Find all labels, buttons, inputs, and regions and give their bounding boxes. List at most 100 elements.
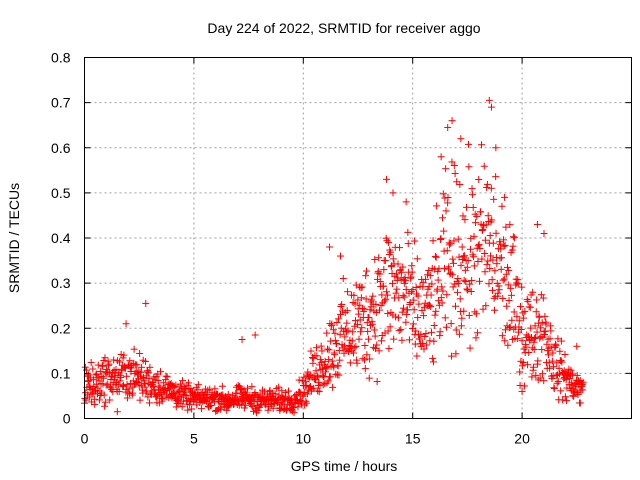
data-point bbox=[526, 303, 534, 311]
data-point bbox=[552, 371, 560, 379]
data-point bbox=[385, 238, 393, 246]
data-point bbox=[395, 294, 403, 302]
data-point bbox=[390, 335, 398, 343]
data-point bbox=[518, 387, 526, 395]
data-point bbox=[505, 297, 513, 305]
data-point bbox=[91, 400, 99, 408]
data-point bbox=[483, 180, 491, 188]
data-point bbox=[429, 354, 437, 362]
data-point bbox=[404, 240, 412, 248]
data-point bbox=[557, 357, 565, 365]
data-point bbox=[313, 352, 321, 360]
data-point bbox=[334, 362, 342, 370]
data-point bbox=[335, 347, 343, 355]
data-point bbox=[312, 367, 320, 375]
data-point bbox=[172, 403, 180, 411]
data-point bbox=[518, 283, 526, 291]
data-point bbox=[170, 389, 178, 397]
data-point bbox=[467, 287, 475, 295]
data-point bbox=[142, 299, 150, 307]
data-point bbox=[399, 263, 407, 271]
data-point bbox=[563, 397, 571, 405]
data-point bbox=[102, 381, 110, 389]
data-point bbox=[513, 279, 521, 287]
data-point bbox=[552, 341, 560, 349]
data-point bbox=[457, 261, 465, 269]
data-point bbox=[411, 237, 419, 245]
data-point bbox=[501, 337, 509, 345]
data-point bbox=[384, 327, 392, 335]
x-tick-label: 20 bbox=[514, 431, 530, 447]
data-point bbox=[341, 333, 349, 341]
data-point bbox=[434, 276, 442, 284]
data-point bbox=[508, 316, 516, 324]
data-point bbox=[394, 260, 402, 268]
data-point bbox=[503, 302, 511, 310]
data-point bbox=[452, 326, 460, 334]
data-point bbox=[541, 331, 549, 339]
data-point bbox=[477, 208, 485, 216]
data-point bbox=[84, 377, 92, 385]
data-point bbox=[315, 378, 323, 386]
data-point bbox=[485, 280, 493, 288]
data-point bbox=[144, 393, 152, 401]
data-point bbox=[489, 256, 497, 264]
data-point bbox=[335, 315, 343, 323]
data-point bbox=[348, 337, 356, 345]
data-point bbox=[436, 328, 444, 336]
data-point bbox=[362, 295, 370, 303]
data-point bbox=[317, 366, 325, 374]
data-point bbox=[365, 374, 373, 382]
axis-ticks bbox=[84, 57, 632, 419]
data-point bbox=[402, 198, 410, 206]
data-point bbox=[432, 307, 440, 315]
data-point bbox=[335, 371, 343, 379]
data-point bbox=[364, 335, 372, 343]
data-point bbox=[322, 364, 330, 372]
data-point bbox=[336, 252, 344, 260]
y-tick-label: 0.4 bbox=[51, 230, 71, 246]
data-point bbox=[395, 327, 403, 335]
data-point bbox=[381, 297, 389, 305]
data-point bbox=[542, 320, 550, 328]
data-point bbox=[184, 406, 192, 414]
data-point bbox=[538, 346, 546, 354]
data-point bbox=[302, 381, 310, 389]
data-point bbox=[133, 361, 141, 369]
data-point bbox=[318, 347, 326, 355]
data-point bbox=[137, 381, 145, 389]
data-point bbox=[98, 372, 106, 380]
data-point bbox=[498, 332, 506, 340]
data-point bbox=[574, 391, 582, 399]
data-point bbox=[99, 374, 107, 382]
data-point bbox=[429, 358, 437, 366]
data-point bbox=[476, 277, 484, 285]
data-point bbox=[556, 347, 564, 355]
data-point bbox=[458, 243, 466, 251]
data-point bbox=[101, 354, 109, 362]
data-point bbox=[362, 267, 370, 275]
data-point bbox=[547, 327, 555, 335]
data-point bbox=[170, 383, 178, 391]
data-point bbox=[445, 263, 453, 271]
data-point bbox=[464, 140, 472, 148]
data-point bbox=[505, 324, 513, 332]
data-point bbox=[393, 285, 401, 293]
data-point bbox=[513, 313, 521, 321]
data-point bbox=[176, 392, 184, 400]
data-point bbox=[499, 276, 507, 284]
data-point bbox=[382, 175, 390, 183]
data-point bbox=[295, 376, 303, 384]
data-point bbox=[123, 380, 131, 388]
data-point bbox=[330, 363, 338, 371]
data-point bbox=[359, 354, 367, 362]
data-point bbox=[352, 342, 360, 350]
data-point bbox=[549, 349, 557, 357]
data-point bbox=[107, 372, 115, 380]
tick-labels: 0 5 10 15 20 0 0.1 0.2 0.3 0.4 0.5 0.6 0.7 0.8 bbox=[51, 50, 530, 447]
data-point bbox=[502, 270, 510, 278]
data-point bbox=[479, 305, 487, 313]
data-point bbox=[460, 276, 468, 284]
data-point bbox=[324, 377, 332, 385]
data-point bbox=[384, 310, 392, 318]
